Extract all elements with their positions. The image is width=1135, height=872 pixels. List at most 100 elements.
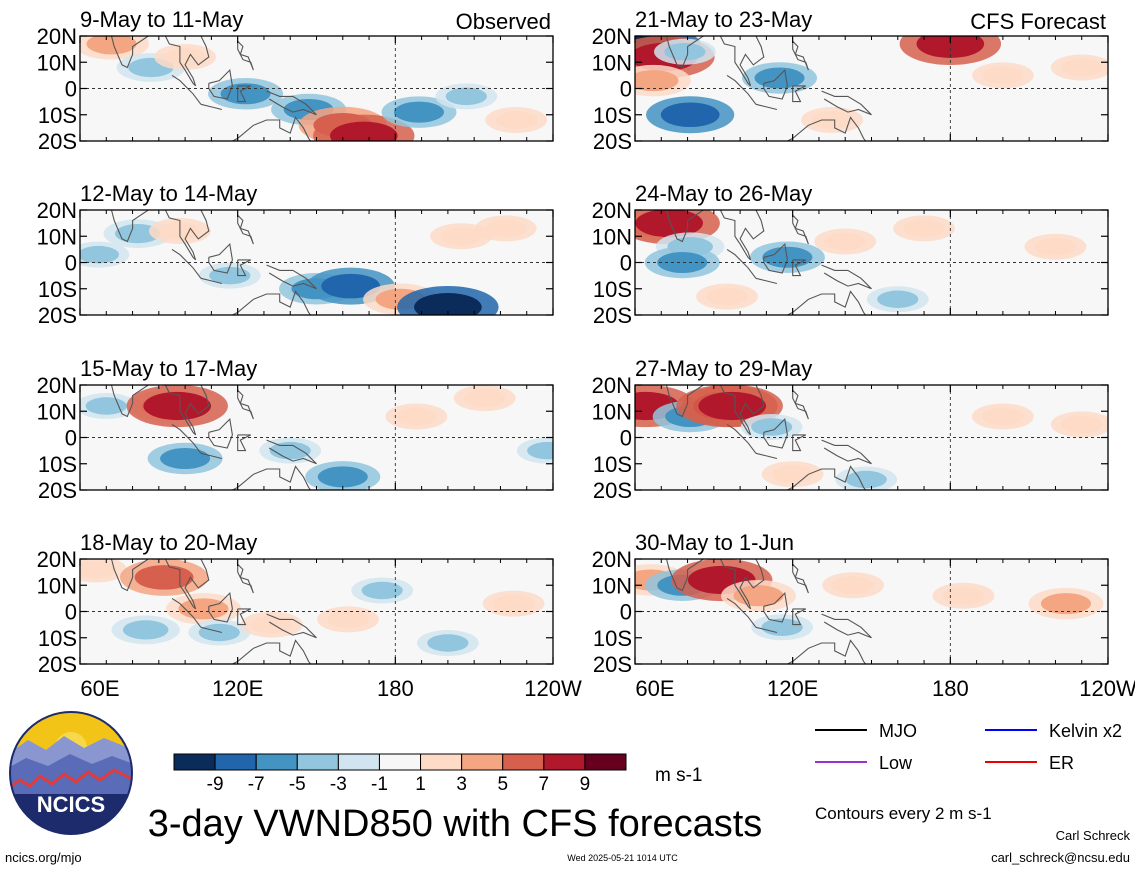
ncics-logo: NCICS [9,711,133,835]
anomaly-mark [1034,238,1077,256]
anomaly-mark [427,634,469,652]
colorbar-swatch [255,753,298,771]
anomaly-mark [635,70,679,92]
colorbar-swatch [214,753,257,771]
y-tick-label: 20S [593,129,632,154]
coastline-australia [786,290,867,315]
coastline-borneo [763,591,788,623]
colorbar: -9 -7 -5 -3 -1 1 3 5 7 9 [173,753,627,795]
y-tick-label: 20N [592,198,632,223]
coastline-australia [786,639,867,664]
colorbar-swatch [543,753,586,771]
coastline-new-guinea [266,264,317,290]
y-tick-label: 10N [592,224,632,249]
anomaly-mark [445,87,487,106]
y-tick-label: 20S [593,303,632,328]
anomaly-mark [115,224,161,244]
panel-period-title: 27-May to 29-May [635,356,812,381]
coastline-australia [231,116,312,141]
coastlines [110,210,317,315]
anomaly-mark [317,466,368,488]
coastline-philippines [237,389,254,420]
coastline-australia [231,465,312,490]
coastline-sulawesi [792,434,807,452]
coastline-philippines [792,563,809,594]
chart-title: 3-day VWND850 with CFS forecasts [148,803,763,845]
anomaly-mark [393,101,444,123]
anomaly-mark [698,391,767,421]
y-tick-label: 10N [37,399,77,424]
anomaly-mark [321,273,381,299]
coastline-sulawesi [237,259,252,277]
coastline-borneo [208,417,233,449]
colorbar-swatch [420,753,463,771]
y-tick-label: 10S [38,103,77,128]
anomaly-mark [982,407,1024,426]
anomaly-mark [660,102,720,128]
coastline-sumatra [171,74,202,105]
colorbar-level-label: -3 [330,774,347,795]
coastline-asia [110,210,210,261]
footer-timestamp: Wed 2025-05-21 1014 UTC [567,853,678,863]
coastline-asia [110,36,210,87]
coastline-java [755,277,778,285]
y-tick-label: 10N [37,50,77,75]
y-tick-label: 0 [65,600,77,625]
anomaly-mark [635,210,703,238]
anomaly-mark [877,290,919,308]
anomaly-mark [1061,415,1103,434]
coastline-java [755,103,778,111]
anomaly-mark [143,391,212,421]
colorbar-swatch [173,753,216,771]
anomaly-mark [1061,58,1103,77]
colorbar-level-label: -7 [248,774,265,795]
coastline-philippines [792,40,809,71]
coastline-new-guinea [821,613,872,639]
anomaly-mark [903,219,945,238]
coastline-asia [665,385,765,436]
y-tick-label: 20N [37,373,77,398]
coastline-java [755,452,778,460]
footer-url[interactable]: ncics.org/mjo [5,850,82,865]
anomaly-mark [198,623,240,642]
y-tick-label: 0 [620,251,632,276]
coastline-asia [665,36,765,87]
legend-label: Low [879,753,913,773]
coastline-borneo [208,242,233,274]
anomaly-mark [86,36,137,55]
y-tick-label: 10S [38,452,77,477]
anomaly-mark [269,441,311,460]
y-tick-label: 0 [620,77,632,102]
anomaly-mark [733,585,784,607]
y-tick-label: 10N [592,573,632,598]
coastline-sulawesi [792,608,807,626]
coastlines [665,559,872,664]
coastline-borneo [208,591,233,623]
coastlines [110,559,317,664]
footer-email[interactable]: carl_schreck@ncsu.edu [991,850,1130,865]
y-tick-label: 20S [38,652,77,677]
coastlines [110,385,317,490]
contour-note: Contours every 2 m s-1 [815,804,992,823]
anomaly-mark [164,48,206,66]
coastline-australia [786,465,867,490]
coastline-asia [665,559,765,610]
coastline-australia [786,116,867,141]
anomaly-mark [327,610,369,629]
y-tick-label: 20N [37,24,77,49]
coastline-philippines [792,214,809,245]
y-tick-label: 10S [593,277,632,302]
anomaly-mark [464,389,506,407]
x-tick-label: 60E [635,676,674,701]
coastlines [665,385,872,490]
coastline-sumatra [726,74,757,105]
panel-period-title: 18-May to 20-May [80,530,257,555]
coastline-australia [231,639,312,664]
legend: MJO Kelvin x2 Low ER [815,721,1122,773]
